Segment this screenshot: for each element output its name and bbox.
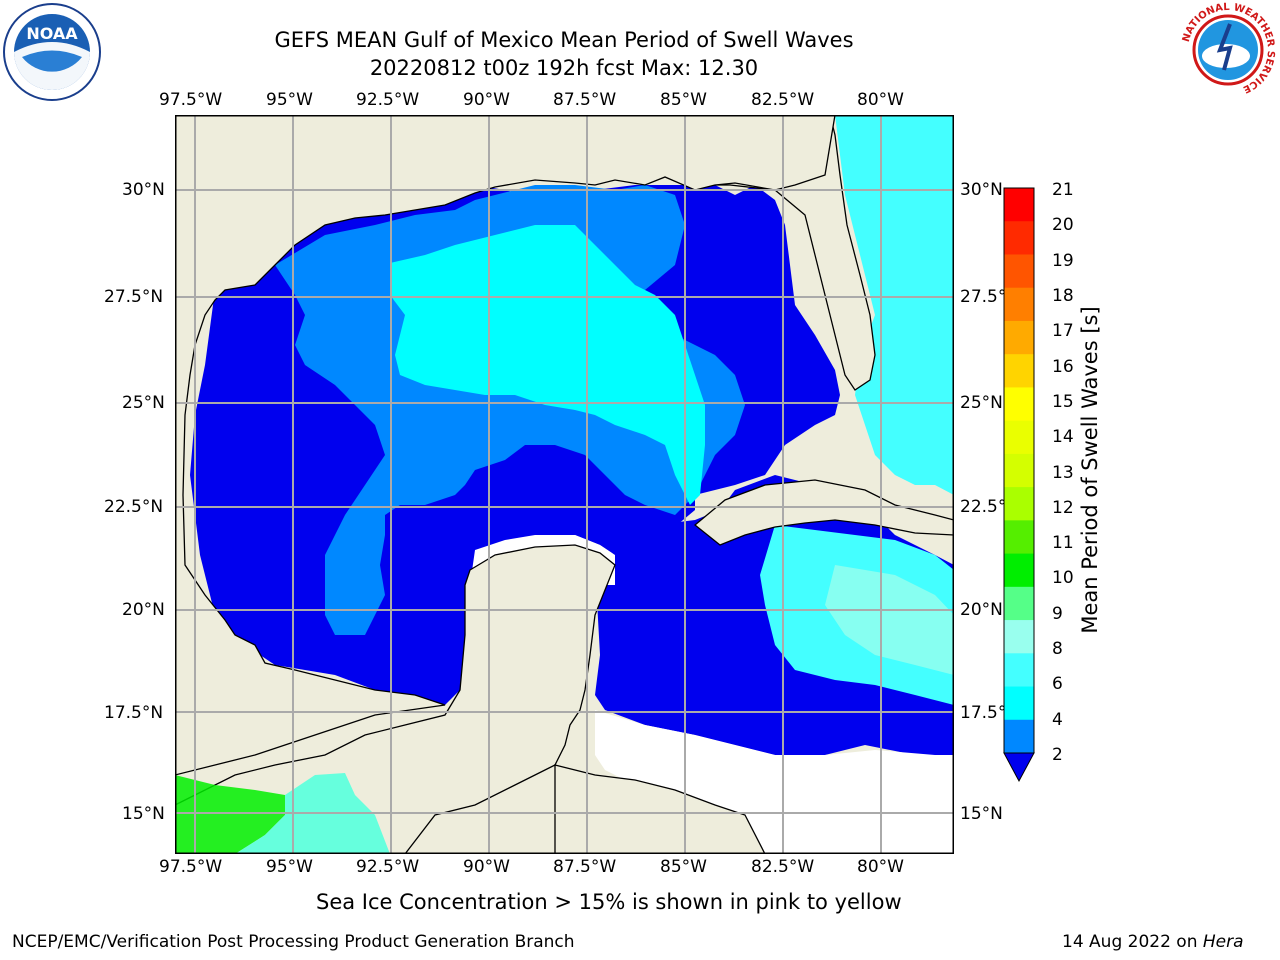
colorbar-segment (1004, 620, 1034, 654)
lat-label-right: 15°N (960, 804, 1003, 824)
colorbar-tick-label: 6 (1052, 674, 1063, 695)
colorbar-tick-label: 16 (1052, 356, 1074, 377)
colorbar-label: Mean Period of Swell Waves [s] (1078, 306, 1102, 634)
colorbar-border (1003, 187, 1035, 754)
lat-label-left: 22.5°N (104, 497, 164, 517)
colorbar-segment (1004, 188, 1034, 222)
lat-label-left: 25°N (122, 393, 165, 413)
colorbar-segment (1004, 453, 1034, 488)
colorbar-segment (1004, 387, 1034, 422)
lon-label-bottom: 85°W (660, 857, 707, 877)
colorbar (1000, 186, 1046, 786)
colorbar-tick-label: 4 (1052, 709, 1063, 730)
map-border (175, 115, 954, 854)
colorbar-svg (1003, 187, 1035, 783)
colorbar-ticks: 21 20 19 18 17 16 15 14 13 12 11 10 9 8 6 4 2 (1052, 180, 1102, 770)
lat-label-left: 20°N (122, 600, 165, 620)
lon-label-bottom: 82.5°W (751, 857, 815, 877)
colorbar-tick-label: 17 (1052, 321, 1074, 342)
lat-label-left: 17.5°N (104, 703, 164, 723)
colorbar-segment (1004, 553, 1034, 588)
sea-ice-note: Sea Ice Concentration > 15% is shown in … (316, 890, 902, 914)
colorbar-tick-label: 9 (1052, 603, 1063, 624)
colorbar-segment (1004, 586, 1034, 621)
lat-label-left: 30°N (122, 180, 165, 200)
colorbar-tick-label: 18 (1052, 285, 1074, 306)
colorbar-segment (1004, 420, 1034, 455)
lat-label-left: 15°N (122, 804, 165, 824)
footer-left: NCEP/EMC/Verification Post Processing Pr… (12, 932, 575, 952)
lon-label-bottom: 90°W (463, 857, 510, 877)
colorbar-segment (1004, 520, 1034, 555)
colorbar-tick-label: 2 (1052, 745, 1063, 765)
noaa-logo-text: NOAA (26, 24, 78, 43)
lat-label-right: 30°N (960, 180, 1003, 200)
map-panel (174, 114, 955, 855)
footer-date: 14 Aug 2022 on (1062, 932, 1203, 952)
chart-title: GEFS MEAN Gulf of Mexico Mean Period of … (274, 28, 854, 52)
lon-label-top: 97.5°W (159, 90, 223, 110)
colorbar-segment (1004, 719, 1034, 754)
colorbar-segment (1004, 254, 1034, 289)
colorbar-tick-label: 21 (1052, 180, 1074, 200)
lon-label-bottom: 97.5°W (159, 857, 223, 877)
map-canvas (174, 114, 955, 855)
colorbar-tick-label: 19 (1052, 250, 1074, 271)
colorbar-tick-label: 11 (1052, 533, 1074, 554)
lat-label-left: 27.5°N (104, 287, 164, 307)
caribbean-swell-peak (825, 565, 954, 675)
colorbar-segment (1004, 653, 1034, 688)
lon-label-bottom: 87.5°W (553, 857, 617, 877)
nws-logo: NATIONAL WEATHER SERVICE (1178, 0, 1278, 100)
colorbar-extend-arrow (1003, 752, 1035, 783)
colorbar-tick-label: 12 (1052, 497, 1074, 518)
yucatan-land (174, 544, 616, 855)
lon-label-bottom: 95°W (266, 857, 313, 877)
colorbar-tick-label: 10 (1052, 568, 1074, 589)
lon-label-top: 82.5°W (751, 90, 815, 110)
lon-label-top: 80°W (857, 90, 904, 110)
colorbar-tick-label: 8 (1052, 639, 1063, 660)
lon-label-top: 92.5°W (356, 90, 420, 110)
footer-host: Hera (1202, 932, 1244, 952)
colorbar-segment (1004, 221, 1034, 255)
colorbar-tick-label: 13 (1052, 462, 1074, 483)
lon-label-top: 87.5°W (553, 90, 617, 110)
lon-label-bottom: 92.5°W (356, 857, 420, 877)
gulf-swell-high (390, 225, 705, 505)
colorbar-segment (1004, 354, 1034, 388)
lat-label-right: 25°N (960, 393, 1003, 413)
footer-right: 14 Aug 2022 on Hera (1062, 932, 1244, 952)
colorbar-segment (1004, 487, 1034, 521)
colorbar-tick-label: 20 (1052, 215, 1074, 236)
colorbar-segment (1004, 287, 1034, 322)
colorbar-tick-label: 14 (1052, 427, 1074, 448)
chart-subtitle: 20220812 t00z 192h fcst Max: 12.30 (369, 56, 759, 80)
atlantic-swell-high (835, 115, 954, 495)
noaa-logo: NOAA (2, 2, 102, 102)
colorbar-segment (1004, 686, 1034, 721)
map-gridlines (175, 115, 954, 854)
lat-label-right: 20°N (960, 600, 1003, 620)
lon-label-bottom: 80°W (857, 857, 904, 877)
lon-label-top: 85°W (660, 90, 707, 110)
pacific-swell-green (175, 775, 285, 854)
colorbar-segment (1004, 320, 1034, 355)
lon-label-top: 90°W (463, 90, 510, 110)
lon-label-top: 95°W (266, 90, 313, 110)
colorbar-tick-label: 15 (1052, 391, 1074, 412)
